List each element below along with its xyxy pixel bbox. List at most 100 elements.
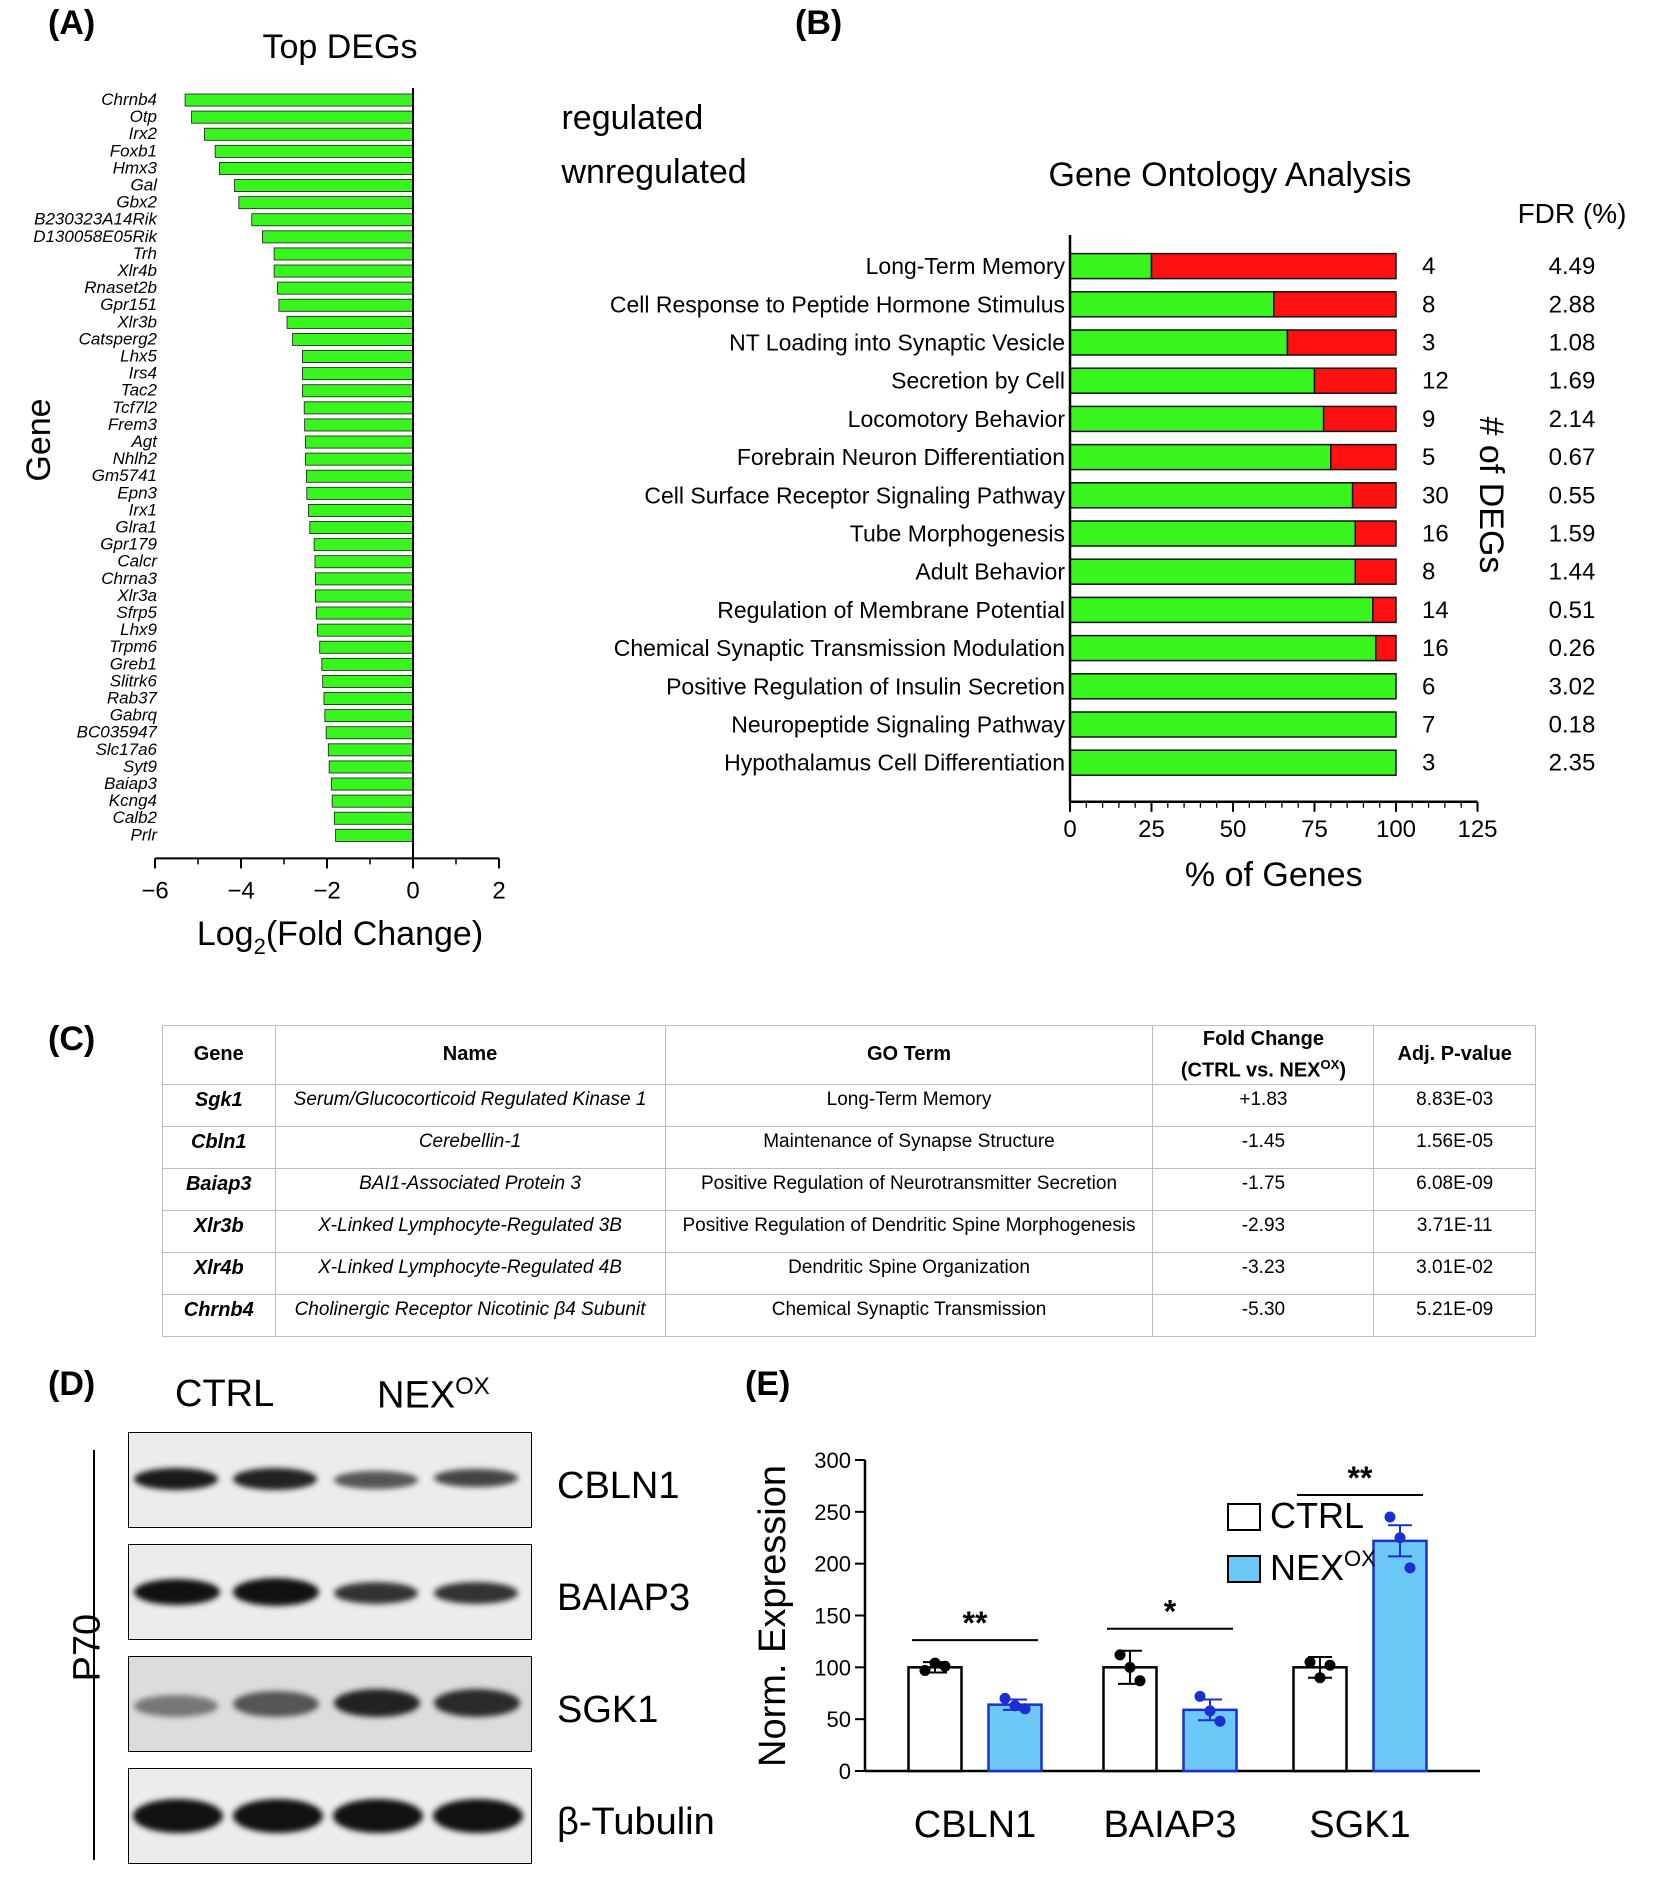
x-tick-label: 75 bbox=[1301, 816, 1328, 843]
cell-padj: 6.08E-09 bbox=[1373, 1167, 1536, 1211]
bar bbox=[323, 692, 414, 706]
table-header-row: Gene Name GO Term Fold Change (CTRL vs. … bbox=[162, 1025, 1536, 1085]
bar-nexox bbox=[987, 1703, 1043, 1773]
fc-line1: Fold Change bbox=[1202, 1028, 1324, 1050]
cell-padj: 5.21E-09 bbox=[1373, 1293, 1536, 1337]
bar-upregulated bbox=[1354, 558, 1397, 585]
cell-gene: Xlr3b bbox=[162, 1209, 276, 1253]
table-row: Baiap3 BAI1-Associated Protein 3 Positiv… bbox=[162, 1167, 1536, 1211]
band bbox=[434, 1689, 520, 1717]
x-tick-label: −2 bbox=[313, 877, 340, 904]
deg-count: 8 bbox=[1422, 291, 1435, 318]
x-tick-label: 50 bbox=[1220, 816, 1247, 843]
gene-ontology-chart: Upregulated Downregulated Gene Ontology An… bbox=[560, 99, 1626, 894]
panel-label-b: (B) bbox=[795, 4, 843, 42]
gene-tick-label: Irs4 bbox=[129, 364, 157, 383]
gene-tick-label: Kcng4 bbox=[109, 791, 157, 810]
x-tick-label: −6 bbox=[141, 877, 168, 904]
deg-count: 16 bbox=[1422, 635, 1449, 662]
gene-tick-label: Catsperg2 bbox=[79, 329, 158, 348]
bar bbox=[313, 538, 414, 552]
fdr-value: 3.02 bbox=[1549, 673, 1596, 700]
gene-tick-label: Tac2 bbox=[121, 381, 158, 400]
top-degs-chart: Top DEGs Chrnb4OtpIrx2Foxb1Hmx3GalGbx2B23… bbox=[20, 28, 506, 959]
cell-name: Serum/Glucocorticoid Regulated Kinase 1 bbox=[274, 1083, 666, 1127]
cell-gene: Baiap3 bbox=[162, 1167, 276, 1211]
band bbox=[334, 1689, 420, 1717]
gene-tick-label: Calb2 bbox=[113, 808, 158, 827]
gene-tick-label: Irx1 bbox=[129, 500, 157, 519]
legend-name: NEX bbox=[1270, 1547, 1344, 1588]
cell-gene: Cbln1 bbox=[162, 1125, 276, 1169]
gene-tick-label: Gal bbox=[131, 176, 159, 195]
bar bbox=[305, 452, 414, 466]
band bbox=[233, 1799, 323, 1833]
band bbox=[434, 1469, 518, 1487]
deg-count: 3 bbox=[1422, 330, 1435, 357]
fdr-value: 0.51 bbox=[1549, 597, 1596, 624]
data-point bbox=[1009, 1700, 1021, 1712]
bar-upregulated bbox=[1150, 252, 1397, 280]
gene-tick-label: Gpr179 bbox=[100, 535, 157, 554]
cell-name: X-Linked Lymphocyte-Regulated 3B bbox=[274, 1209, 666, 1253]
fdr-value: 1.69 bbox=[1549, 368, 1596, 395]
category-label: NT Loading into Synaptic Vesicle bbox=[729, 330, 1065, 356]
fdr-value: 0.26 bbox=[1549, 635, 1596, 662]
cell-name: BAI1-Associated Protein 3 bbox=[274, 1167, 666, 1211]
cell-go: Positive Regulation of Neurotransmitter … bbox=[664, 1167, 1154, 1211]
band bbox=[134, 1579, 220, 1605]
band bbox=[134, 1695, 218, 1717]
data-point bbox=[1394, 1532, 1406, 1544]
cell-name: Cerebellin-1 bbox=[274, 1125, 666, 1169]
y-tick-label: 0 bbox=[839, 1759, 851, 1784]
cell-fc: -1.75 bbox=[1152, 1167, 1375, 1211]
cell-go: Chemical Synaptic Transmission bbox=[664, 1293, 1154, 1337]
gene-tick-label: Nhlh2 bbox=[113, 449, 158, 468]
band bbox=[133, 1799, 223, 1833]
significance-marker: ** bbox=[963, 1605, 988, 1641]
data-point bbox=[1384, 1511, 1396, 1523]
gene-tick-label: Xlr3b bbox=[116, 312, 157, 331]
bar-downregulated bbox=[1069, 673, 1397, 700]
header-go-term: GO Term bbox=[664, 1025, 1154, 1085]
bar-upregulated bbox=[1372, 596, 1397, 624]
deg-count: 14 bbox=[1422, 597, 1449, 624]
gene-tick-label: Glra1 bbox=[115, 518, 157, 537]
cell-gene: Xlr4b bbox=[162, 1251, 276, 1295]
band bbox=[434, 1582, 518, 1604]
band bbox=[233, 1468, 317, 1490]
header-fold-change: Fold Change (CTRL vs. NEXOX) bbox=[1152, 1025, 1375, 1085]
bar bbox=[327, 743, 414, 757]
data-point bbox=[1214, 1715, 1226, 1727]
significance-marker: * bbox=[1164, 1594, 1177, 1630]
cell-padj: 1.56E-05 bbox=[1373, 1125, 1536, 1169]
xlabel-tail: (Fold Change) bbox=[266, 915, 483, 953]
fc-sup: OX bbox=[1320, 1057, 1340, 1072]
data-point bbox=[1324, 1659, 1336, 1671]
band bbox=[233, 1578, 319, 1606]
bar bbox=[304, 418, 414, 432]
gene-tick-label: Slitrk6 bbox=[110, 671, 158, 690]
cell-go: Maintenance of Synapse Structure bbox=[664, 1125, 1154, 1169]
deg-count: 7 bbox=[1422, 712, 1435, 739]
bar-upregulated bbox=[1322, 405, 1397, 433]
gene-tick-label: Chrna3 bbox=[101, 569, 157, 588]
category-label: Neuropeptide Signaling Pathway bbox=[731, 712, 1065, 738]
bar bbox=[330, 777, 414, 791]
bar bbox=[234, 179, 414, 193]
category-label: Cell Surface Receptor Signaling Pathway bbox=[644, 482, 1065, 508]
fdr-value: 1.08 bbox=[1549, 330, 1596, 357]
gene-tick-label: Irx2 bbox=[129, 124, 158, 143]
norm-expression-chart: 0 50 100 150 200 250 300 Norm. Expression CBLN1 *… bbox=[752, 1448, 1480, 1846]
x-tick-label: 2 bbox=[492, 877, 505, 904]
x-tick-label: −4 bbox=[227, 877, 254, 904]
gene-tick-label: Syt9 bbox=[123, 757, 158, 776]
bar-downregulated bbox=[1069, 329, 1289, 356]
legend-swatch bbox=[1227, 1503, 1261, 1531]
cell-fc: -5.30 bbox=[1152, 1293, 1375, 1337]
blot-sgk1 bbox=[128, 1656, 532, 1752]
fdr-value: 0.18 bbox=[1549, 712, 1596, 739]
gene-tick-label: Trh bbox=[133, 244, 157, 263]
gene-tick-label: Lhx9 bbox=[120, 620, 157, 639]
data-point bbox=[1194, 1690, 1206, 1702]
